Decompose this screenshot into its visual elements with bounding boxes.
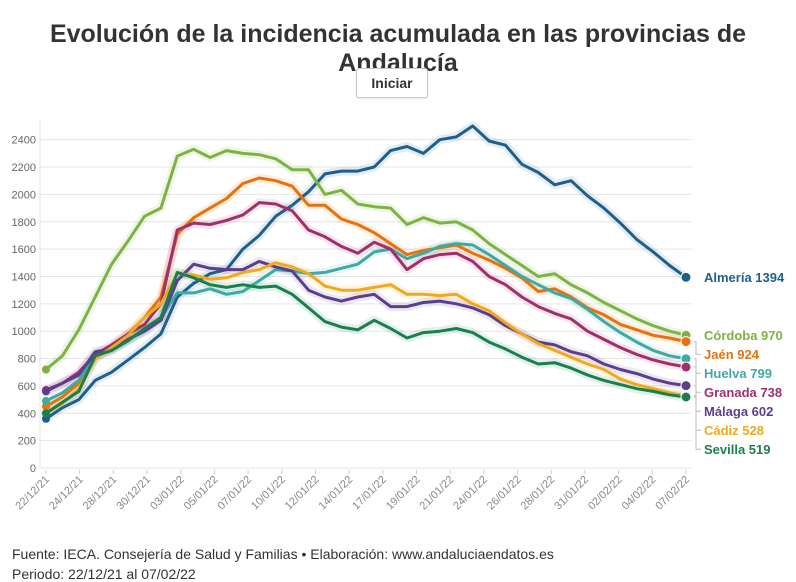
series-line-almería xyxy=(44,124,688,421)
y-tick-label: 400 xyxy=(18,408,36,420)
label-connector xyxy=(694,385,701,412)
x-tick-label: 14/01/22 xyxy=(317,474,356,513)
x-tick-label: 17/01/22 xyxy=(350,474,389,513)
series-line-sevilla xyxy=(44,270,688,415)
x-tick-label: 19/01/22 xyxy=(384,474,423,513)
series-end-labels: Almería 1394 Córdoba 970 Jaén 924 Huelva 79… xyxy=(704,270,785,457)
y-tick-label: 2400 xyxy=(12,135,36,147)
period-note: Periodo: 22/12/21 al 07/02/22 xyxy=(12,566,196,582)
y-tick-label: 200 xyxy=(18,436,36,448)
label-connector xyxy=(694,396,701,450)
y-tick-label: 1000 xyxy=(12,326,36,338)
label-connector xyxy=(694,366,701,393)
x-tick-label: 30/12/21 xyxy=(114,474,153,513)
x-tick-label: 10/01/22 xyxy=(249,474,288,513)
series-end-markers xyxy=(42,271,692,423)
end-label-jaén: Jaén 924 xyxy=(704,347,760,362)
y-tick-label: 1400 xyxy=(12,271,36,283)
start-point-sevilla xyxy=(42,409,50,418)
chart-title: Evolución de la incidencia acumulada en … xyxy=(49,20,747,77)
series-line-málaga xyxy=(44,259,688,393)
x-tick-label: 22/12/21 xyxy=(13,474,52,513)
x-tick-label: 24/01/22 xyxy=(451,474,490,513)
end-label-cádiz: Cádiz 528 xyxy=(704,423,764,438)
start-point-almería xyxy=(42,414,50,423)
y-tick-label: 1200 xyxy=(12,299,36,311)
end-label-almería: Almería 1394 xyxy=(704,270,785,285)
x-tick-label: 28/01/22 xyxy=(519,474,558,513)
series-line-cádiz xyxy=(44,261,688,415)
start-point-málaga xyxy=(42,387,50,396)
label-connector xyxy=(694,341,701,355)
label-connectors xyxy=(694,341,701,450)
end-label-sevilla: Sevilla 519 xyxy=(704,442,771,457)
y-tick-label: 1800 xyxy=(12,217,36,229)
series-lines xyxy=(44,124,688,421)
x-tick-label: 31/01/22 xyxy=(552,474,591,513)
series-line-córdoba xyxy=(44,147,688,371)
series-halo-cádiz xyxy=(41,258,691,418)
end-point-almería xyxy=(680,271,692,283)
x-tick-label: 26/01/22 xyxy=(485,474,524,513)
line-chart: 0 200 400 600 800 1000 1200 1400 1600 1800 2000 220… xyxy=(12,120,785,512)
x-tick-label: 24/12/21 xyxy=(47,474,86,513)
y-tick-label: 1600 xyxy=(12,244,36,256)
end-label-córdoba: Córdoba 970 xyxy=(704,328,783,343)
x-tick-label: 05/01/22 xyxy=(182,474,221,513)
y-tick-label: 800 xyxy=(18,354,36,366)
start-point-jaén xyxy=(42,402,50,411)
start-point-córdoba xyxy=(42,365,50,374)
end-point-málaga xyxy=(680,380,692,392)
x-axis-labels: 22/12/2124/12/2128/12/2130/12/2103/01/22… xyxy=(13,470,692,512)
y-tick-label: 0 xyxy=(30,463,36,475)
x-tick-label: 07/01/22 xyxy=(215,474,254,513)
x-tick-label: 04/02/22 xyxy=(620,474,659,513)
y-tick-label: 2000 xyxy=(12,189,36,201)
y-axis-labels: 0 200 400 600 800 1000 1200 1400 1600 1800 2000 220… xyxy=(12,135,36,475)
x-tick-label: 12/01/22 xyxy=(283,474,322,513)
start-button[interactable]: Iniciar xyxy=(356,68,428,98)
label-connector xyxy=(694,395,701,431)
y-tick-label: 600 xyxy=(18,381,36,393)
x-tick-label: 28/12/21 xyxy=(81,474,120,513)
end-point-jaén xyxy=(680,336,692,348)
series-line-granada xyxy=(44,201,688,392)
end-label-granada: Granada 738 xyxy=(704,385,782,400)
x-tick-label: 07/02/22 xyxy=(653,474,692,513)
end-point-granada xyxy=(680,361,692,373)
label-connector xyxy=(694,358,701,374)
end-point-sevilla xyxy=(680,391,692,403)
x-tick-label: 02/02/22 xyxy=(586,474,625,513)
end-label-málaga: Málaga 602 xyxy=(704,404,773,419)
x-tick-label: 21/01/22 xyxy=(418,474,457,513)
y-tick-label: 2200 xyxy=(12,162,36,174)
end-label-huelva: Huelva 799 xyxy=(704,366,772,381)
x-tick-label: 03/01/22 xyxy=(148,474,187,513)
source-note: Fuente: IECA. Consejería de Salud y Fami… xyxy=(12,546,554,562)
start-point-huelva xyxy=(42,396,50,405)
